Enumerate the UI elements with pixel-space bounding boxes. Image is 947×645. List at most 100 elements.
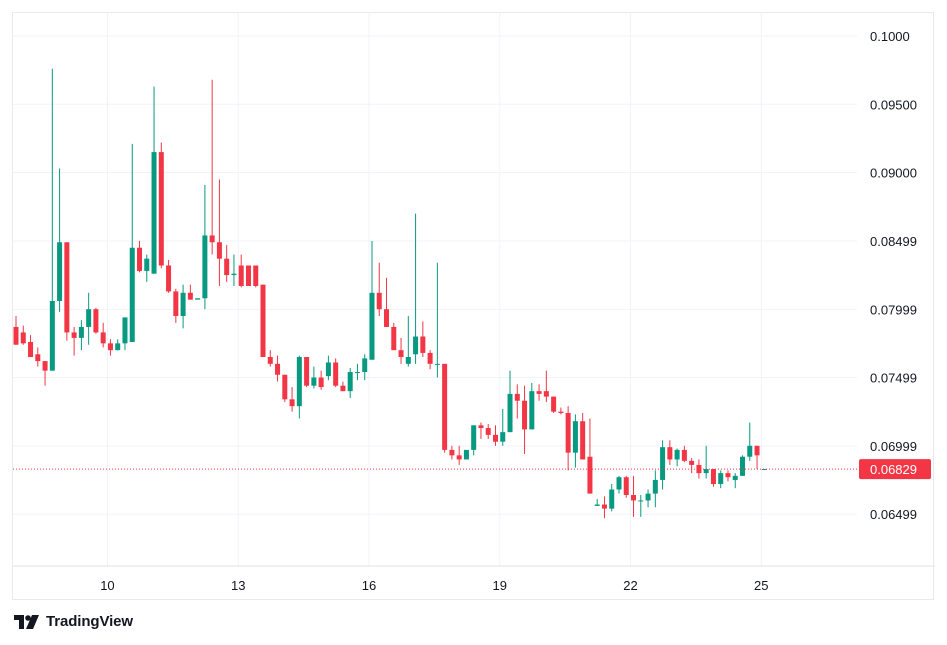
tradingview-logo-icon — [14, 614, 39, 629]
candle — [558, 407, 564, 415]
last-price-badge — [859, 459, 931, 480]
candle-body — [173, 291, 179, 317]
candle-body — [543, 391, 549, 397]
candle-body — [86, 309, 92, 327]
candle-body — [354, 372, 360, 374]
candle-body — [572, 421, 578, 453]
candle — [195, 298, 201, 300]
candle-body — [100, 332, 106, 344]
candle — [434, 262, 440, 378]
candle-body — [732, 475, 738, 480]
time-axis[interactable]: 10 13 16 19 22 25 — [100, 578, 768, 593]
candle-body — [57, 242, 63, 302]
candle — [587, 418, 593, 494]
candle-body — [166, 265, 172, 292]
candle-body — [587, 456, 593, 494]
candle-body — [427, 352, 433, 364]
candle-body — [616, 477, 622, 490]
candle — [652, 470, 658, 508]
candle — [100, 322, 106, 348]
candle — [391, 322, 397, 351]
price-tick-label: 0.09500 — [870, 97, 917, 112]
candle-body — [376, 292, 382, 310]
candle — [78, 320, 84, 351]
candle — [122, 317, 128, 351]
candle-body — [282, 374, 288, 400]
candle — [398, 337, 404, 364]
candle-body — [718, 473, 724, 485]
candle-body — [289, 399, 295, 407]
candle-body — [761, 469, 767, 471]
candle-body — [442, 363, 448, 450]
tradingview-logo[interactable]: TradingView — [14, 613, 133, 630]
candle — [296, 355, 302, 419]
candle — [318, 370, 324, 390]
candle — [463, 449, 469, 460]
candle — [427, 350, 433, 370]
candle-body — [754, 445, 760, 456]
candle — [507, 370, 513, 433]
candle — [754, 445, 760, 470]
candle-body — [369, 292, 375, 360]
price-tick-label: 0.07499 — [870, 371, 917, 386]
candle-body — [137, 247, 143, 271]
grid-lines — [13, 13, 857, 566]
candle-body — [296, 357, 302, 407]
candle-body — [42, 361, 48, 371]
candle — [543, 370, 549, 403]
candle — [231, 254, 237, 286]
candle-body — [434, 363, 440, 365]
candle-body — [398, 350, 404, 358]
candle — [384, 277, 390, 327]
candle — [660, 440, 666, 490]
candle — [202, 184, 208, 310]
candle-body — [231, 273, 237, 276]
candle — [311, 366, 317, 389]
price-tick-label: 0.09000 — [870, 166, 917, 181]
candle — [747, 422, 753, 461]
candle — [740, 455, 745, 476]
candle-body — [660, 447, 666, 480]
candle-body — [325, 362, 331, 377]
candle — [253, 265, 259, 288]
candle-body — [594, 504, 600, 506]
candle-body — [689, 460, 695, 465]
price-tick-label: 0.06499 — [870, 507, 917, 522]
candle — [180, 284, 186, 329]
time-tick-label: 25 — [754, 578, 768, 593]
time-tick-label: 13 — [231, 578, 245, 593]
candle — [594, 499, 600, 506]
candle-body — [623, 477, 629, 495]
candle-body — [340, 385, 346, 392]
candle — [42, 361, 48, 386]
candle — [216, 179, 222, 286]
candle — [631, 475, 637, 517]
candle — [289, 387, 295, 412]
candle — [369, 240, 375, 360]
candle — [761, 469, 767, 471]
candle-body — [747, 445, 753, 457]
candle-body — [195, 298, 201, 300]
price-axis[interactable]: 0.1000 0.09500 0.09000 0.08499 0.07999 0.0749… — [870, 29, 917, 522]
candle-body — [536, 391, 542, 394]
candle-body — [275, 363, 281, 375]
candlestick-chart[interactable]: 0.1000 0.09500 0.09000 0.08499 0.07999 0.0749… — [13, 13, 935, 601]
chart-frame: 0.1000 0.09500 0.09000 0.08499 0.07999 0.0749… — [12, 12, 935, 601]
candle — [674, 448, 680, 467]
candle-body — [20, 332, 26, 344]
candle-body — [64, 242, 70, 333]
candle — [580, 413, 586, 460]
candle-body — [580, 421, 586, 460]
candle-body — [260, 284, 266, 358]
candle — [478, 422, 484, 439]
candle — [529, 382, 535, 430]
candle — [376, 262, 382, 317]
candle — [354, 363, 360, 381]
candle — [107, 339, 113, 356]
candle — [449, 445, 455, 460]
candle — [420, 321, 426, 358]
price-tick-label: 0.06999 — [870, 439, 917, 454]
candle-body — [115, 343, 121, 351]
candle — [638, 494, 644, 517]
brand-name: TradingView — [46, 613, 133, 630]
